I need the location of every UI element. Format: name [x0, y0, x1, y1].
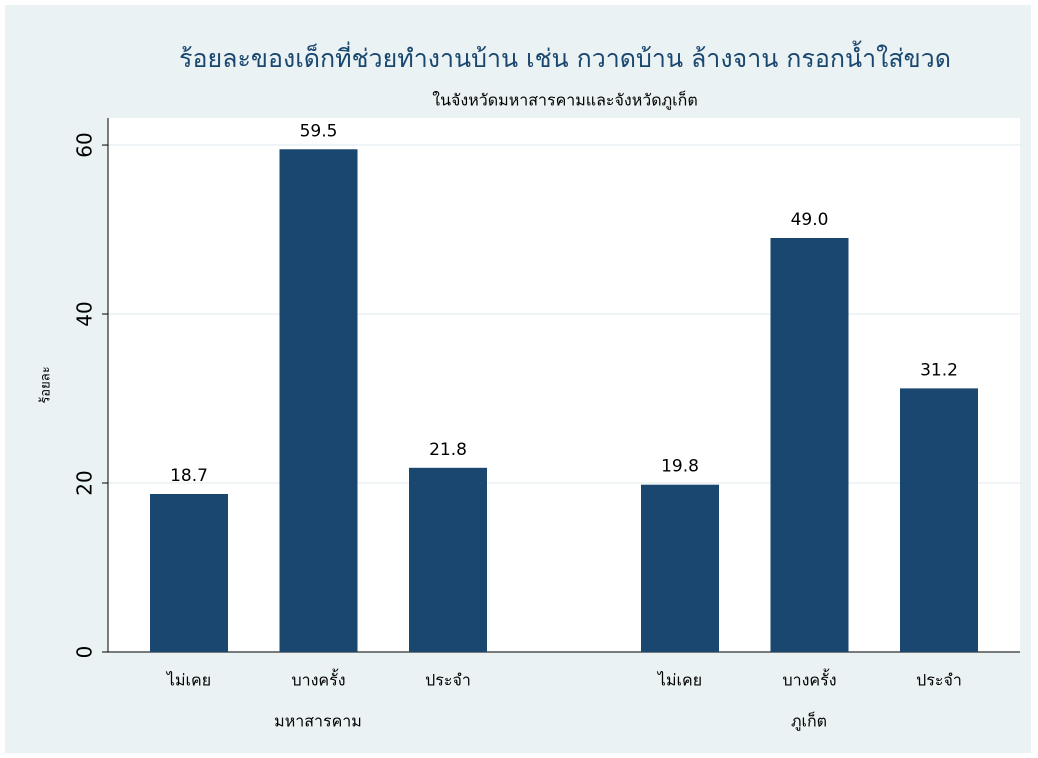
y-tick-label: 60	[73, 132, 97, 157]
value-label: 31.2	[920, 360, 958, 380]
bar	[279, 149, 358, 652]
bar	[641, 484, 719, 652]
bar	[150, 493, 228, 652]
plot-area	[108, 118, 1020, 652]
group-label: ภูเก็ต	[791, 711, 827, 732]
value-label: 21.8	[429, 440, 467, 460]
value-label: 18.7	[170, 466, 208, 486]
value-label: 59.5	[300, 121, 338, 141]
bar	[770, 237, 849, 652]
group-label: มหาสารคาม	[274, 712, 362, 731]
y-tick-label: 0	[73, 646, 97, 659]
x-tick-label: บางครั้ง	[782, 669, 836, 690]
bar	[409, 467, 487, 652]
y-tick-label: 20	[73, 470, 97, 495]
chart-subtitle: ในจังหวัดมหาสารคามและจังหวัดภูเก็ต	[432, 90, 697, 111]
value-label: 49.0	[791, 210, 829, 230]
y-tick-label: 40	[73, 301, 97, 326]
x-tick-label: ประจำ	[916, 671, 962, 690]
chart-title: ร้อยละของเด็กที่ช่วยทำงานบ้าน เช่น กวาดบ…	[179, 40, 951, 73]
x-tick-label: ไม่เคย	[656, 671, 702, 690]
x-tick-label: บางครั้ง	[291, 669, 345, 690]
x-tick-label: ไม่เคย	[165, 671, 211, 690]
bar	[900, 388, 978, 652]
value-label: 19.8	[661, 457, 699, 477]
y-axis-label: ร้อยละ	[39, 366, 54, 403]
x-tick-label: ประจำ	[425, 671, 471, 690]
